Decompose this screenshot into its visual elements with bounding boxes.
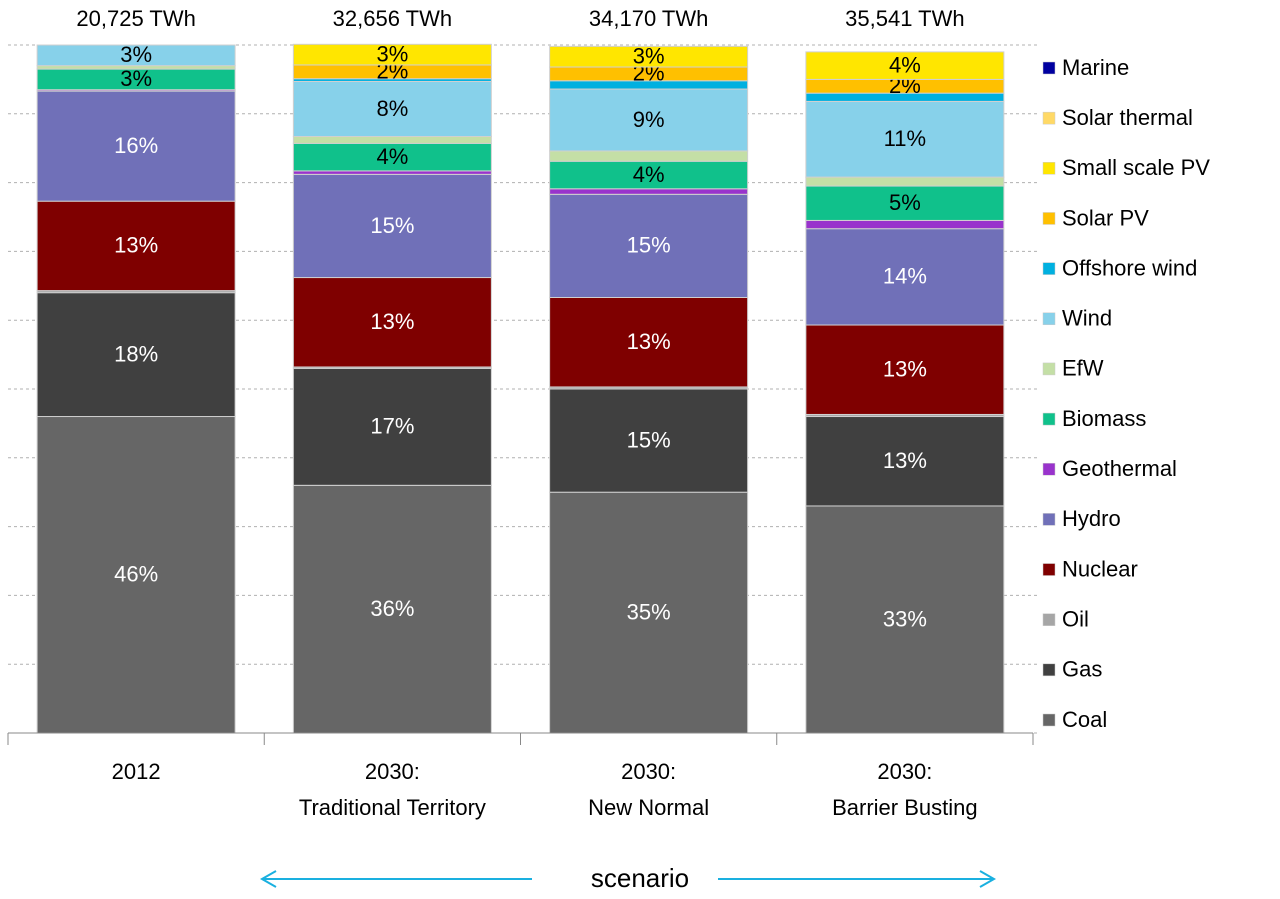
bar-segment xyxy=(805,228,1005,326)
bar-segment xyxy=(549,388,749,493)
data-label: 4% xyxy=(889,52,921,77)
bar-segment xyxy=(805,100,1005,178)
bar-segment xyxy=(805,505,1005,734)
bar-segment xyxy=(292,277,492,368)
bar-segment xyxy=(549,88,749,152)
bar-segment xyxy=(549,193,749,298)
bar-segment xyxy=(292,43,492,66)
data-label: 8% xyxy=(376,96,408,121)
x-tick-label: 2030: New Normal xyxy=(588,759,710,820)
bar-total: 35,541 TWh xyxy=(845,6,964,31)
legend-swatch xyxy=(1042,212,1056,225)
data-label: 33% xyxy=(883,606,927,631)
x-axis-title: scenario xyxy=(591,863,689,893)
bar-segment xyxy=(36,200,236,292)
bar-segment xyxy=(292,170,492,175)
legend-label: Biomass xyxy=(1062,406,1146,431)
bar-segment xyxy=(549,296,749,388)
legend-swatch xyxy=(1042,513,1056,526)
bar-segment xyxy=(36,292,236,418)
data-label: 13% xyxy=(883,448,927,473)
bar-segment xyxy=(805,176,1005,187)
legend-swatch xyxy=(1042,162,1056,175)
bar-total: 32,656 TWh xyxy=(333,6,452,31)
legend-swatch xyxy=(1042,312,1056,326)
data-label: 4% xyxy=(376,144,408,169)
bar-segment xyxy=(292,80,492,138)
legend-label: Solar PV xyxy=(1062,205,1149,230)
data-label: 11% xyxy=(884,126,926,151)
bar-segment xyxy=(36,44,236,67)
data-label: 13% xyxy=(370,309,414,334)
data-label: 15% xyxy=(627,233,671,258)
legend-swatch xyxy=(1042,613,1056,626)
legend-label: Solar thermal xyxy=(1062,105,1193,130)
legend-swatch xyxy=(1042,462,1056,476)
legend-label: Coal xyxy=(1062,707,1107,732)
legend-swatch xyxy=(1042,663,1056,677)
x-tick-label: 2030: Traditional Territory xyxy=(298,759,486,820)
legend-swatch xyxy=(1042,362,1056,376)
data-label: 14% xyxy=(883,264,927,289)
legend-swatch xyxy=(1042,563,1056,576)
data-label: 35% xyxy=(627,599,671,624)
bar-segment xyxy=(549,491,749,734)
legend-label: EfW xyxy=(1062,356,1104,381)
data-label: 3% xyxy=(120,66,152,91)
legend-label: Hydro xyxy=(1062,506,1121,531)
legend-swatch xyxy=(1042,713,1056,727)
legend-label: Geothermal xyxy=(1062,456,1177,481)
data-label: 9% xyxy=(633,107,665,132)
data-label: 15% xyxy=(370,213,414,238)
data-label: 13% xyxy=(883,357,927,382)
data-label: 16% xyxy=(114,133,158,158)
bar-segment xyxy=(805,324,1005,415)
bar-segment xyxy=(292,173,492,279)
x-tick-label: 2012 xyxy=(111,759,161,784)
bar-segment xyxy=(36,90,236,202)
legend-label: Small scale PV xyxy=(1062,155,1210,180)
legend-swatch xyxy=(1042,111,1056,125)
legend-label: Gas xyxy=(1062,657,1102,682)
bar-segment xyxy=(549,188,749,195)
legend-label: Oil xyxy=(1062,607,1089,632)
bar-segment xyxy=(549,150,749,162)
data-label: 18% xyxy=(114,341,158,366)
data-label: 17% xyxy=(370,414,414,439)
bar-segment xyxy=(292,136,492,144)
data-label: 36% xyxy=(370,596,414,621)
bar-segment xyxy=(292,142,492,172)
bar-segment xyxy=(36,416,236,734)
data-label: 5% xyxy=(889,190,921,215)
legend-swatch xyxy=(1042,412,1056,426)
data-label: 4% xyxy=(633,162,665,187)
legend-label: Wind xyxy=(1062,306,1112,331)
data-label: 3% xyxy=(120,42,152,67)
bar-segment xyxy=(292,484,492,734)
bar-segment xyxy=(549,45,749,68)
legend-label: Nuclear xyxy=(1062,556,1138,581)
bar-total: 34,170 TWh xyxy=(589,6,708,31)
data-label: 15% xyxy=(627,427,671,452)
scenario-arrows xyxy=(259,870,997,888)
bar-segment xyxy=(805,51,1005,80)
data-label: 46% xyxy=(114,562,158,587)
data-label: 3% xyxy=(376,41,408,66)
legend-label: Marine xyxy=(1062,55,1129,80)
bar-segment xyxy=(805,416,1005,507)
legend-label: Offshore wind xyxy=(1062,255,1197,280)
data-label: 3% xyxy=(633,44,665,69)
data-label: 13% xyxy=(627,329,671,354)
bar-segment xyxy=(805,219,1005,230)
legend-swatch xyxy=(1042,262,1056,275)
x-tick-label: 2030: Barrier Busting xyxy=(832,759,978,820)
bar-segment xyxy=(805,185,1005,221)
bar-total: 20,725 TWh xyxy=(76,6,195,31)
bar-segment xyxy=(549,160,749,190)
legend-swatch xyxy=(1042,61,1056,75)
data-label: 13% xyxy=(114,233,158,258)
bar-segment xyxy=(292,367,492,486)
